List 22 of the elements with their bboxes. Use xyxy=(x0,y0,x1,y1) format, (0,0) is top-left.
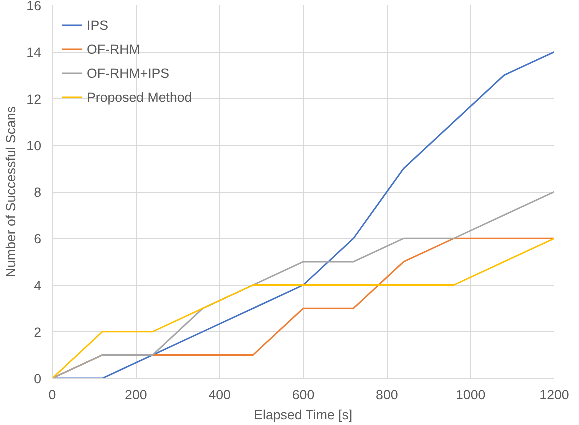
x-tick-label: 0 xyxy=(48,388,56,402)
x-axis-title: Elapsed Time [s] xyxy=(254,408,353,422)
legend-label: IPS xyxy=(87,18,108,32)
y-tick-label: 16 xyxy=(26,0,42,14)
y-tick-label: 4 xyxy=(34,278,42,294)
x-tick-label: 800 xyxy=(376,388,398,402)
legend-label: OF-RHM xyxy=(87,42,140,56)
y-tick-label: 8 xyxy=(34,185,42,200)
y-tick-label: 0 xyxy=(34,372,42,386)
y-tick-label: 10 xyxy=(26,138,42,154)
legend-label: Proposed Method xyxy=(87,90,192,104)
y-tick-label: 6 xyxy=(34,232,42,247)
y-tick-label: 14 xyxy=(26,45,42,60)
y-tick-label: 12 xyxy=(26,92,42,107)
y-tick-label: 2 xyxy=(34,324,42,340)
x-tick-label: 1200 xyxy=(540,388,570,402)
y-axis-title: Number of Successful Scans xyxy=(4,106,19,278)
legend-label: OF-RHM+IPS xyxy=(87,66,170,80)
x-tick-label: 400 xyxy=(208,388,231,402)
x-tick-label: 200 xyxy=(125,388,148,402)
x-tick-label: 600 xyxy=(292,388,315,402)
x-tick-label: 1000 xyxy=(456,388,486,402)
